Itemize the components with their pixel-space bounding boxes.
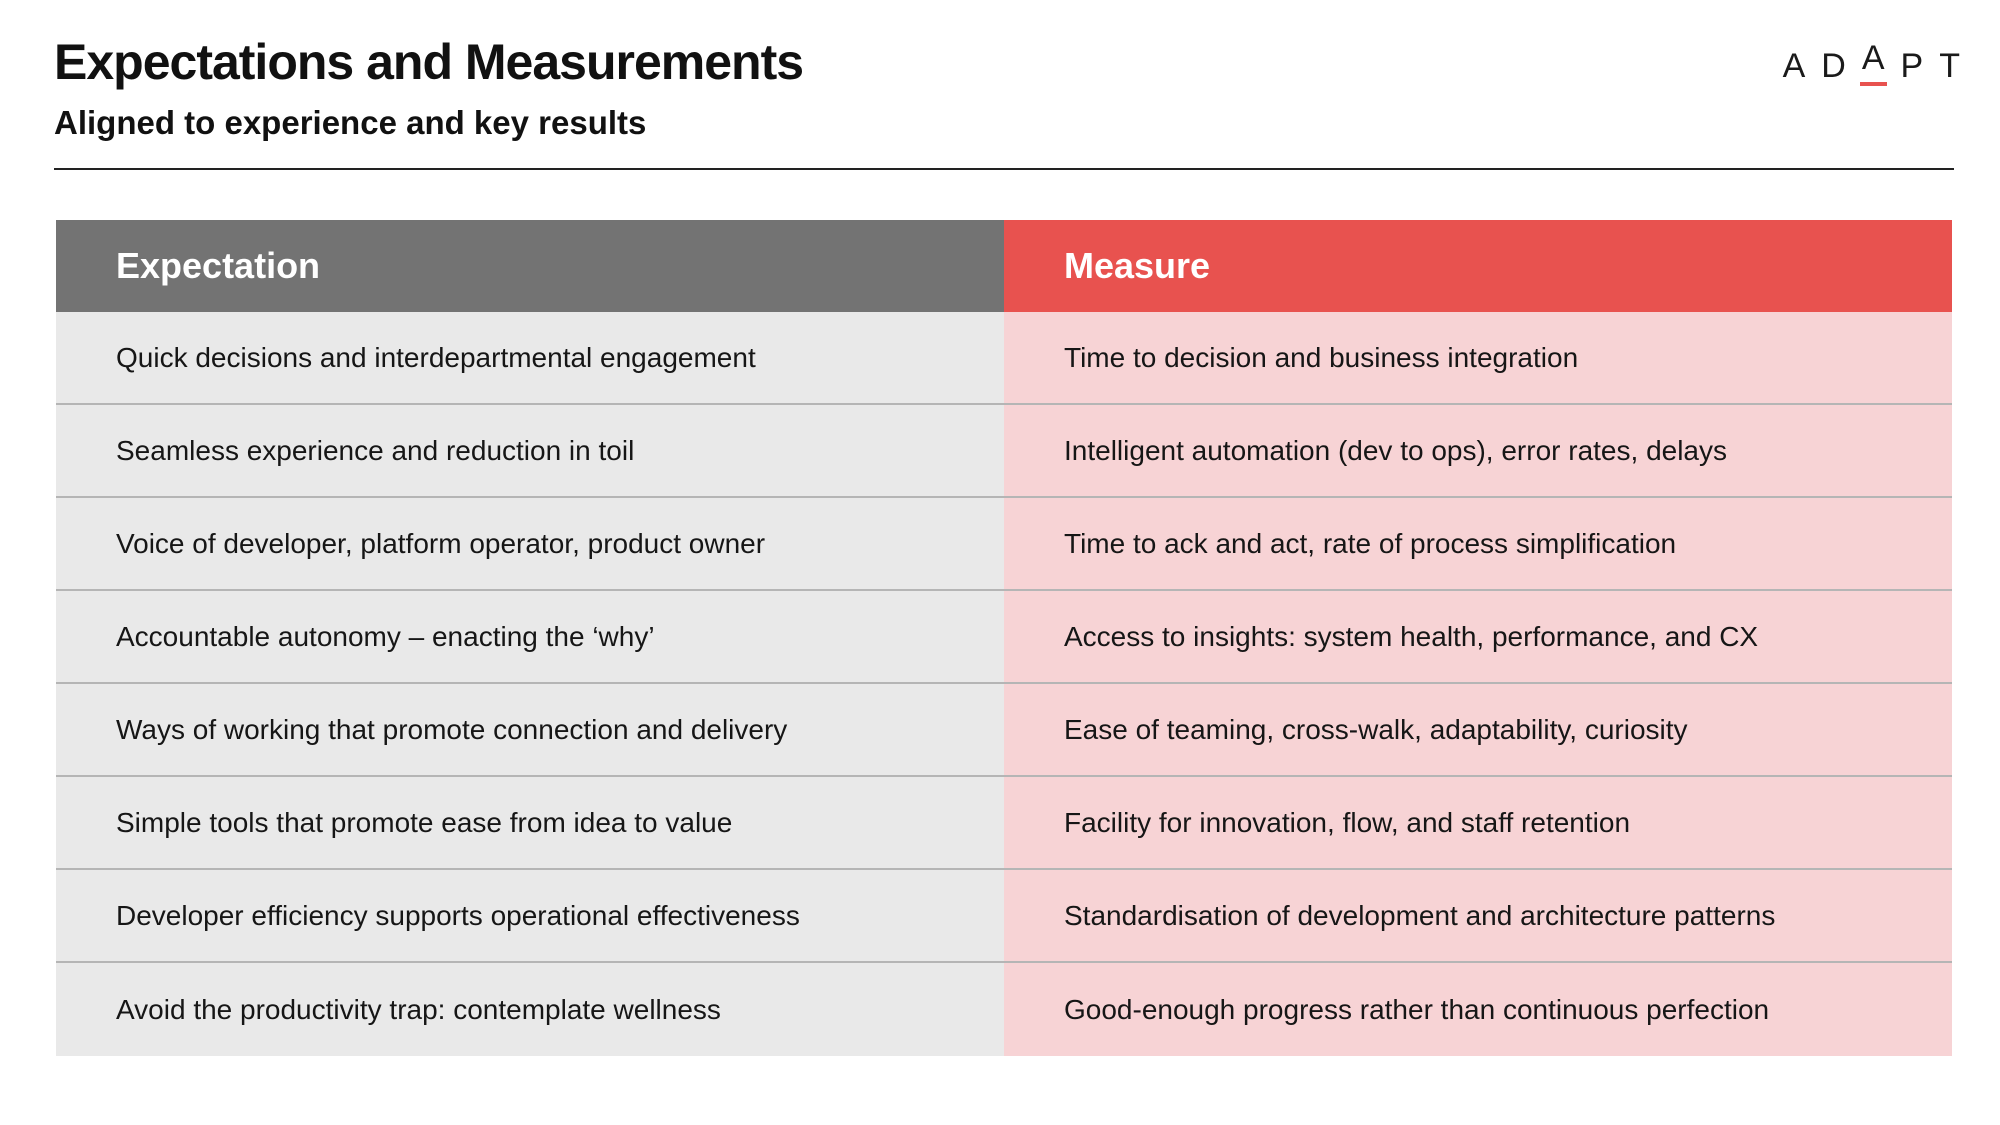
expectation-cell: Quick decisions and interdepartmental en… [56,312,1004,405]
measure-cell: Standardisation of development and archi… [1004,870,1952,963]
measure-cell: Time to decision and business integratio… [1004,312,1952,405]
table-row: Simple tools that promote ease from idea… [56,777,1952,870]
page-subtitle: Aligned to experience and key results [54,104,647,141]
expectation-cell: Seamless experience and reduction in toi… [56,405,1004,498]
logo-letter: T [1939,47,1960,85]
logo-letter-accent: A [1859,39,1887,86]
measure-cell: Intelligent automation (dev to ops), err… [1004,405,1952,498]
table-row: Developer efficiency supports operationa… [56,870,1952,963]
table-row: Voice of developer, platform operator, p… [56,498,1952,591]
expectations-table: Expectation Measure Quick decisions and … [56,220,1952,1056]
measure-cell: Time to ack and act, rate of process sim… [1004,498,1952,591]
page-title: Expectations and Measurements [54,34,804,90]
logo-letter: D [1821,47,1846,85]
logo-letter: P [1900,47,1924,85]
expectation-cell: Developer efficiency supports operationa… [56,870,1004,963]
measure-cell: Ease of teaming, cross-walk, adaptabilit… [1004,684,1952,777]
expectation-cell: Voice of developer, platform operator, p… [56,498,1004,591]
header-expectation: Expectation [56,220,1004,312]
table-row: Ways of working that promote connection … [56,684,1952,777]
table-header-row: Expectation Measure [56,220,1952,312]
measure-cell: Access to insights: system health, perfo… [1004,591,1952,684]
expectation-cell: Avoid the productivity trap: contemplate… [56,963,1004,1056]
measure-cell: Good-enough progress rather than continu… [1004,963,1952,1056]
table-row: Seamless experience and reduction in toi… [56,405,1952,498]
expectation-cell: Accountable autonomy – enacting the ‘why… [56,591,1004,684]
adapt-logo: A D A P T [1767,36,1960,86]
logo-letter: A [1782,47,1806,85]
expectation-cell: Simple tools that promote ease from idea… [56,777,1004,870]
table-row: Avoid the productivity trap: contemplate… [56,963,1952,1056]
expectation-cell: Ways of working that promote connection … [56,684,1004,777]
measure-cell: Facility for innovation, flow, and staff… [1004,777,1952,870]
table-row: Quick decisions and interdepartmental en… [56,312,1952,405]
table-row: Accountable autonomy – enacting the ‘why… [56,591,1952,684]
header-divider [54,168,1954,170]
header-measure: Measure [1004,220,1952,312]
